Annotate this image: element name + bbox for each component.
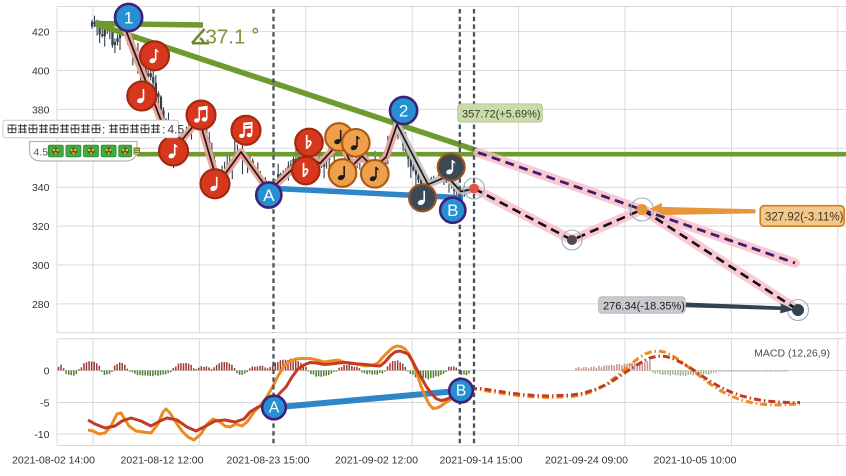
svg-text:4.5: 4.5 xyxy=(168,122,185,136)
svg-text:400: 400 xyxy=(32,66,50,78)
svg-text:B: B xyxy=(447,201,458,220)
svg-text::: : xyxy=(162,122,165,136)
svg-text::: : xyxy=(102,122,105,136)
svg-text:340: 340 xyxy=(32,182,50,194)
svg-text:380: 380 xyxy=(32,104,50,116)
svg-text:327.92(-3.11%): 327.92(-3.11%) xyxy=(765,212,844,224)
svg-text:2: 2 xyxy=(399,102,408,121)
svg-text:420: 420 xyxy=(32,27,50,39)
svg-text:A: A xyxy=(269,400,280,417)
svg-text:0: 0 xyxy=(44,366,50,378)
svg-text:2021-08-23 15:00: 2021-08-23 15:00 xyxy=(227,455,310,467)
svg-text:320: 320 xyxy=(32,221,50,233)
svg-text:2021-09-02 12:00: 2021-09-02 12:00 xyxy=(335,455,418,467)
svg-text:2021-08-02 14:00: 2021-08-02 14:00 xyxy=(12,455,95,467)
svg-text:B: B xyxy=(456,383,466,400)
svg-text:2021-09-24 09:00: 2021-09-24 09:00 xyxy=(545,455,628,467)
svg-text:A: A xyxy=(263,186,275,205)
svg-text:-5: -5 xyxy=(40,398,49,410)
svg-text:357.72(+5.69%): 357.72(+5.69%) xyxy=(462,108,541,120)
svg-text:276.34(-18.35%): 276.34(-18.35%) xyxy=(603,301,685,313)
svg-text:280: 280 xyxy=(32,299,50,311)
svg-text:37.1: 37.1 xyxy=(206,25,246,48)
svg-text:MACD (12,26,9): MACD (12,26,9) xyxy=(754,348,830,360)
svg-text:2021-08-12 12:00: 2021-08-12 12:00 xyxy=(121,455,204,467)
svg-text:4.5: 4.5 xyxy=(34,147,49,159)
svg-text:1: 1 xyxy=(124,9,133,28)
svg-text:2021-09-14 15:00: 2021-09-14 15:00 xyxy=(440,455,523,467)
svg-text:2021-10-05 10:00: 2021-10-05 10:00 xyxy=(654,455,737,467)
svg-text:300: 300 xyxy=(32,260,50,272)
svg-text:-10: -10 xyxy=(34,429,49,441)
